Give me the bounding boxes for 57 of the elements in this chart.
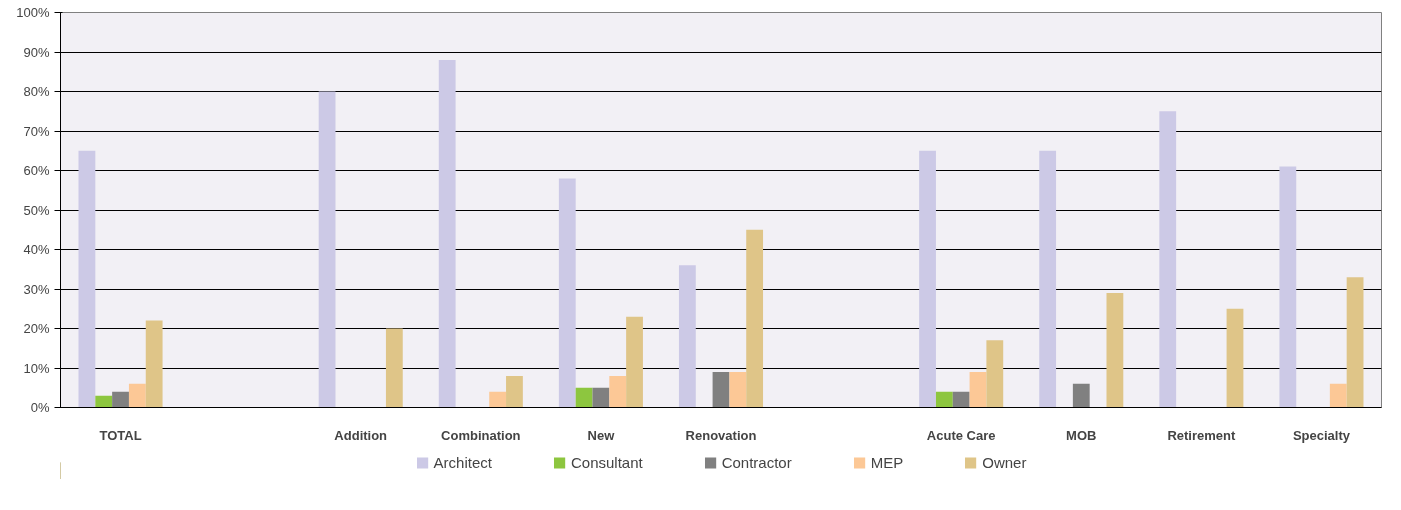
bar <box>438 59 456 408</box>
bar <box>609 375 627 408</box>
x-tick-label: Acute Care <box>926 427 996 443</box>
y-tick-label: 100% <box>16 5 50 20</box>
x-tick-label: Retirement <box>1167 427 1236 443</box>
bar <box>95 395 113 408</box>
x-tick-label: Specialty <box>1292 427 1351 443</box>
bar <box>919 150 936 408</box>
bar <box>575 387 593 408</box>
bar <box>626 316 643 408</box>
y-tick-label: 40% <box>23 242 50 257</box>
x-tick-label: Addition <box>334 427 388 443</box>
legend-label: Owner <box>982 453 1027 471</box>
x-tick-label: TOTAL <box>99 427 142 443</box>
y-tick-label: 70% <box>23 123 50 139</box>
bar <box>592 387 610 408</box>
bar <box>746 229 764 408</box>
legend-label: Architect <box>433 453 492 471</box>
y-tick-label: 60% <box>23 163 50 178</box>
legend-label: MEP <box>870 453 904 471</box>
y-tick-label: 80% <box>23 84 50 99</box>
y-tick-label: 10% <box>23 360 50 376</box>
x-tick-label: Combination <box>441 427 521 443</box>
x-tick-label: Renovation <box>685 427 757 443</box>
bar <box>712 371 730 408</box>
bar <box>1226 308 1244 408</box>
y-tick-label: 0% <box>30 400 50 415</box>
y-tick-label: 30% <box>23 281 50 297</box>
bar <box>112 391 129 408</box>
bar <box>935 391 953 408</box>
x-tick-label: MOB <box>1066 427 1097 443</box>
bar <box>1279 166 1297 408</box>
legend-label: Consultant <box>570 453 643 471</box>
bar <box>1329 383 1347 408</box>
bar <box>678 265 696 408</box>
bar <box>385 328 403 408</box>
bar <box>318 91 336 408</box>
bar <box>969 371 987 408</box>
bar <box>1159 111 1177 408</box>
bar <box>1072 383 1090 408</box>
x-tick-label: New <box>587 427 616 443</box>
bar <box>1346 277 1364 408</box>
y-tick-label: 20% <box>23 321 50 336</box>
y-tick-label: 90% <box>23 44 50 60</box>
bar <box>506 375 523 408</box>
bar <box>729 371 747 408</box>
bar <box>145 320 163 408</box>
bar <box>1039 150 1057 408</box>
bar <box>128 383 146 408</box>
bar <box>986 340 1004 408</box>
legend-label: Contractor <box>721 453 792 471</box>
bar <box>489 391 507 408</box>
y-tick-label: 50% <box>23 202 50 218</box>
bar <box>78 150 96 408</box>
bar <box>952 391 970 408</box>
bar <box>558 178 576 408</box>
bar <box>1106 292 1124 408</box>
